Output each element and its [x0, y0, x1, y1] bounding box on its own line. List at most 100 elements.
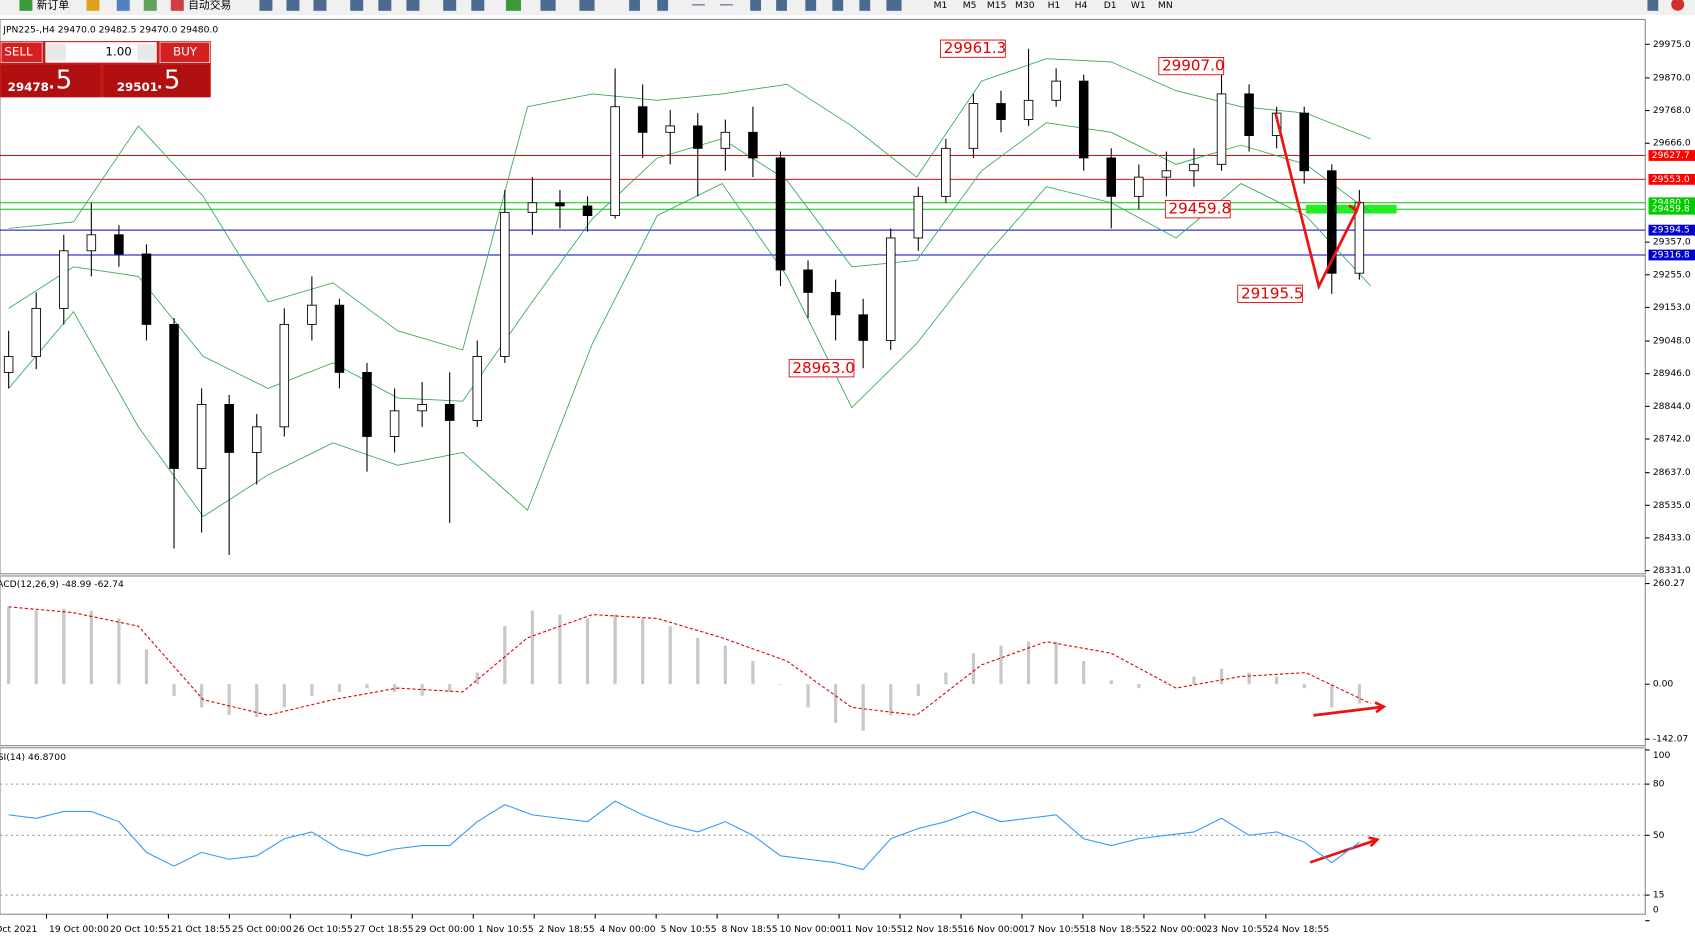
candle-body [665, 125, 675, 133]
price-tick-label: 29870.0 [1653, 72, 1691, 83]
rsi-panel [0, 747, 1646, 915]
macd-bar [1054, 641, 1058, 685]
level-label-bg [1648, 197, 1695, 209]
lots-value[interactable]: 1.00 [105, 44, 131, 58]
tool-icon[interactable] [657, 0, 669, 11]
tool-icon[interactable] [540, 0, 556, 11]
ask-box[interactable] [103, 64, 210, 98]
macd-bar [199, 684, 204, 708]
price-tick-label: 29255.0 [1653, 269, 1691, 280]
tool-icon[interactable] [116, 0, 130, 11]
rsi-line [8, 800, 1360, 871]
time-label: 12 Nov 18:55 [902, 924, 964, 935]
candle-body [472, 355, 483, 421]
toolbar [0, 0, 1695, 16]
candle-body [251, 426, 262, 453]
auto-trading-button[interactable]: 自动交易 [188, 0, 231, 11]
macd-bar [7, 606, 11, 685]
timeframe-button[interactable]: W1 [1131, 0, 1146, 11]
macd-bar [585, 618, 590, 685]
macd-bar [723, 645, 727, 685]
rsi-arrowhead [1368, 836, 1380, 848]
new-order-button[interactable]: 新订单 [37, 0, 70, 11]
price-tick-label: 29048.0 [1653, 336, 1691, 347]
macd-bar [227, 684, 231, 716]
candle-body [196, 404, 207, 469]
symbol-info: JPN225-,H4 29470.0 29482.5 29470.0 29480… [2, 25, 218, 36]
macd-bar [172, 684, 176, 696]
macd-arrowhead [1374, 701, 1387, 714]
tool-icon[interactable] [471, 0, 485, 11]
candle-body [610, 106, 620, 217]
time-label: 10 Nov 00:00 [780, 924, 842, 935]
macd-bar [337, 684, 342, 692]
tool-icon[interactable] [629, 0, 640, 11]
tool-icon[interactable] [406, 0, 420, 11]
tool-icon[interactable] [832, 0, 844, 11]
timeframe-button[interactable]: M1 [934, 0, 948, 11]
timeframes: M1 M5 M15 M30 H1 H4 D1 W1 MN [934, 0, 1173, 11]
tool-icon[interactable] [378, 0, 392, 11]
tool-icon[interactable] [886, 0, 902, 11]
macd-bar [89, 610, 93, 685]
macd-bar [1219, 668, 1224, 685]
tool-icon[interactable] [776, 0, 787, 11]
drawn-arrow [1274, 113, 1358, 291]
search-icon[interactable] [1647, 0, 1659, 11]
alert-icon[interactable] [1671, 0, 1685, 11]
timeframe-button[interactable]: H4 [1075, 0, 1088, 11]
tool-icon[interactable] [805, 0, 817, 11]
bid-box[interactable] [1, 64, 101, 98]
tool-icon[interactable] [443, 0, 457, 11]
timeframe-button[interactable]: M30 [1015, 0, 1035, 11]
macd-bar [999, 645, 1003, 685]
candle-body [114, 234, 124, 255]
tool-icon[interactable] [691, 4, 705, 6]
new-order-icon[interactable] [19, 0, 33, 11]
buy-button[interactable] [159, 41, 211, 64]
tool-icon[interactable] [143, 0, 157, 11]
timeframe-button[interactable]: M5 [963, 0, 977, 11]
candle-body [31, 307, 41, 357]
auto-trading-icon[interactable] [170, 0, 184, 11]
annotation-box [940, 39, 1006, 58]
macd-bar [1192, 676, 1196, 685]
candle-body [527, 202, 538, 213]
tool-icon[interactable] [86, 0, 100, 11]
tool-icon[interactable] [286, 0, 300, 11]
tool-icon[interactable] [350, 0, 364, 11]
candle-body [3, 355, 14, 373]
candle-body [996, 103, 1006, 120]
timeframe-button[interactable]: MN [1158, 0, 1173, 11]
lots-up[interactable] [137, 44, 156, 61]
macd-bar [861, 684, 865, 731]
tool-icon[interactable] [313, 0, 327, 11]
candle-body [1244, 93, 1254, 136]
time-label: 21 Oct 18:55 [171, 924, 231, 935]
tool-icon[interactable] [719, 4, 733, 6]
macd-bar [1164, 684, 1169, 685]
timeframe-button[interactable]: H1 [1048, 0, 1061, 11]
timeframe-button[interactable]: M15 [987, 0, 1007, 11]
candle-body [885, 237, 896, 341]
macd-bar [392, 684, 397, 692]
sell-button[interactable] [0, 41, 43, 64]
candle-body [59, 250, 69, 309]
timeframe-button[interactable]: D1 [1104, 0, 1117, 11]
tool-icon[interactable] [259, 0, 273, 11]
macd-tick-label: 0.00 [1653, 679, 1674, 690]
time-label: 4 Nov 00:00 [600, 924, 656, 935]
price-tick-label: 28946.0 [1653, 368, 1691, 379]
price-tick-label: 28742.0 [1653, 434, 1691, 445]
tool-icon[interactable] [750, 0, 762, 11]
tool-icon[interactable] [859, 0, 871, 11]
tool-icon[interactable] [505, 0, 522, 11]
bollinger-lower [8, 183, 1372, 518]
tool-icon[interactable] [579, 0, 595, 11]
lots-input[interactable] [45, 42, 157, 63]
level-label: 29316.8 [1652, 250, 1690, 261]
rsi-arrow [1309, 838, 1378, 864]
lots-down[interactable] [46, 44, 66, 61]
macd-label: MACD(12,26,9) -48.99 -62.74 [0, 579, 124, 590]
